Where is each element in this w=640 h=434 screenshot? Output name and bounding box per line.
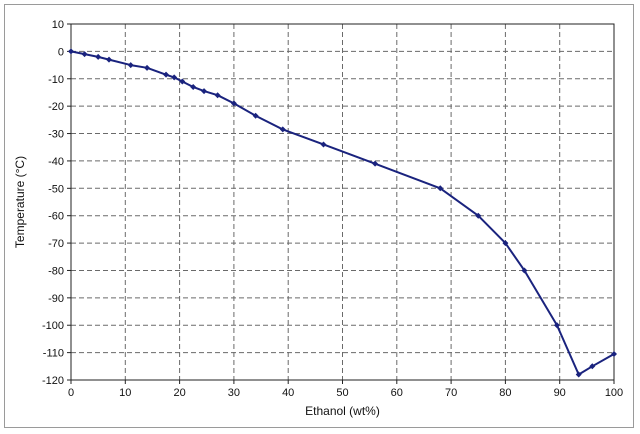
data-point bbox=[68, 48, 74, 55]
x-tick-label: 20 bbox=[173, 387, 185, 399]
y-tick-label: -80 bbox=[48, 265, 64, 277]
y-tick-label: -100 bbox=[42, 320, 64, 332]
data-point bbox=[502, 240, 509, 247]
data-point bbox=[214, 92, 221, 99]
y-tick-label: -30 bbox=[48, 129, 64, 141]
y-tick-label: -40 bbox=[48, 156, 64, 168]
y-tick-label: -70 bbox=[48, 238, 64, 250]
y-tick-label: -20 bbox=[48, 101, 64, 113]
x-tick-label: 100 bbox=[605, 387, 623, 399]
data-point bbox=[611, 350, 617, 357]
data-point bbox=[95, 53, 102, 60]
x-tick-label: 90 bbox=[554, 387, 566, 399]
data-point bbox=[475, 212, 482, 219]
data-point bbox=[553, 322, 560, 329]
y-tick-label: -10 bbox=[48, 74, 64, 86]
grid-layer bbox=[71, 24, 614, 380]
data-point bbox=[81, 51, 88, 58]
x-tick-label: 50 bbox=[336, 387, 348, 399]
data-point bbox=[521, 267, 528, 274]
x-tick-label: 70 bbox=[445, 387, 457, 399]
y-tick-label: -120 bbox=[42, 375, 64, 387]
data-point bbox=[589, 363, 596, 370]
data-point bbox=[252, 112, 259, 119]
x-axis-title: Ethanol (wt%) bbox=[305, 404, 380, 418]
data-point bbox=[279, 126, 286, 133]
data-point bbox=[190, 83, 197, 90]
data-point bbox=[171, 74, 178, 81]
data-point bbox=[372, 160, 379, 167]
data-point bbox=[320, 141, 327, 148]
data-point bbox=[144, 64, 151, 71]
x-tick-label: 40 bbox=[282, 387, 294, 399]
data-point bbox=[179, 78, 186, 85]
y-tick-label: -50 bbox=[48, 183, 64, 195]
series-layer bbox=[68, 48, 617, 378]
y-axis-title: Temperature (°C) bbox=[13, 156, 27, 248]
data-point bbox=[437, 185, 444, 192]
x-tick-label: 30 bbox=[228, 387, 240, 399]
data-point bbox=[575, 371, 582, 378]
data-point bbox=[201, 88, 208, 95]
data-point bbox=[163, 71, 170, 78]
x-tick-label: 10 bbox=[119, 387, 131, 399]
y-tick-label: 10 bbox=[52, 19, 64, 31]
x-tick-label: 0 bbox=[68, 387, 74, 399]
tick-layer: 0 10 20 30 40 50 60 70 80 90 100100-10-20-30-40-50… bbox=[42, 19, 623, 399]
x-tick-label: 80 bbox=[499, 387, 511, 399]
data-point bbox=[106, 56, 113, 63]
y-tick-label: -60 bbox=[48, 211, 64, 223]
y-tick-label: -110 bbox=[43, 348, 64, 360]
x-tick-label: 60 bbox=[391, 387, 403, 399]
y-tick-label: -90 bbox=[48, 293, 64, 305]
y-tick-label: 0 bbox=[58, 46, 64, 58]
data-point bbox=[230, 100, 237, 107]
data-point bbox=[127, 62, 134, 69]
